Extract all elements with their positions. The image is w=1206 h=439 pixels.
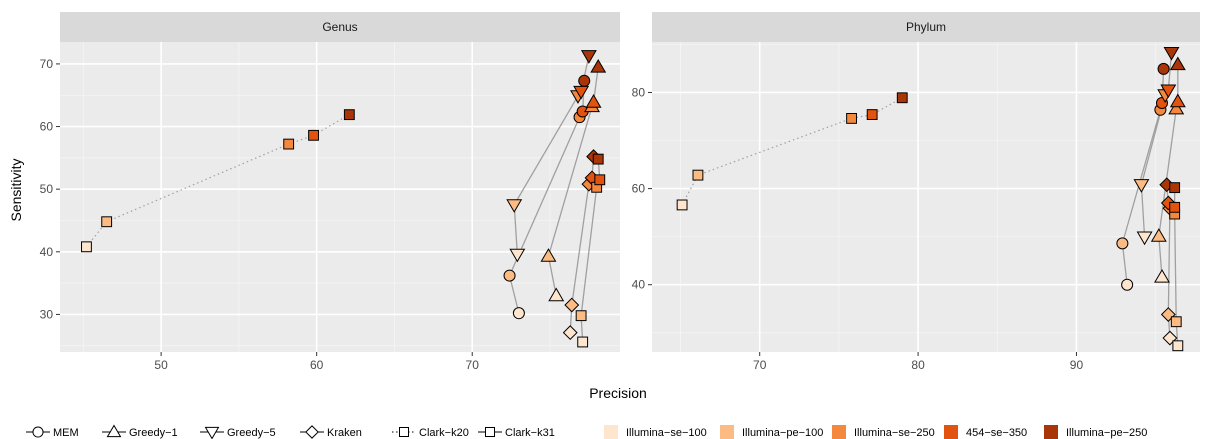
x-tick-label: 70 [466, 358, 480, 372]
data-point [1169, 93, 1186, 108]
data-point [503, 269, 516, 282]
data-point [1172, 340, 1184, 352]
panel-strip [652, 12, 1200, 42]
legend-method-label: MEM [53, 427, 79, 439]
data-point [283, 138, 295, 150]
panel-background [60, 42, 620, 352]
data-point [562, 325, 578, 341]
data-point [1170, 316, 1182, 328]
legend-method-label: Greedy−1 [129, 427, 178, 439]
data-point [896, 92, 908, 104]
data-point [1133, 179, 1150, 193]
data-point [585, 94, 602, 108]
data-point [540, 248, 557, 262]
data-point [81, 241, 92, 253]
legend-method-label: Clark−k31 [505, 427, 555, 439]
data-point [573, 85, 590, 100]
legend-dataset-label: Illumina−se−100 [626, 427, 707, 439]
legend-dataset-label: 454−se−350 [966, 427, 1027, 439]
legend-dataset-swatch [1044, 425, 1058, 439]
data-point [509, 248, 526, 263]
data-point [590, 58, 607, 73]
data-point [1168, 100, 1185, 115]
series-line-clark-k20 [681, 97, 903, 206]
panels: Genus 50 60 70 30 40 50 60 70 Phylum 70 80 90 40 60 80 [40, 12, 1200, 372]
panel-title: Genus [322, 20, 357, 34]
data-point [592, 153, 604, 165]
panel-title: Phylum [906, 20, 946, 34]
data-point [1169, 201, 1181, 213]
data-point [1160, 307, 1176, 322]
legend-method-key [204, 426, 220, 439]
data-point [1169, 182, 1181, 194]
data-point [1163, 46, 1180, 61]
y-tick-label: 50 [40, 182, 54, 196]
y-tick-label: 40 [632, 278, 646, 292]
legend-method-key [32, 426, 44, 438]
data-point [1150, 228, 1167, 242]
panel-strip [60, 12, 620, 42]
x-tick-label: 50 [154, 358, 168, 372]
data-point [308, 129, 319, 141]
data-point [594, 174, 606, 186]
data-point [1162, 330, 1178, 346]
data-point [101, 216, 113, 228]
x-tick-label: 90 [1070, 358, 1084, 372]
legend-method-key [484, 426, 496, 438]
data-point [846, 112, 857, 124]
y-tick-label: 80 [632, 85, 646, 99]
legend-method-label: Clark−k20 [419, 427, 469, 439]
y-tick-label: 60 [40, 120, 54, 134]
data-point [512, 307, 525, 320]
legend-method-key [106, 424, 122, 438]
legend-method-key [305, 425, 319, 439]
data-point [692, 169, 704, 181]
data-point [578, 74, 591, 87]
data-point [548, 287, 565, 302]
legend-method-label: Kraken [327, 427, 362, 439]
data-point [1160, 84, 1177, 99]
data-point [343, 109, 355, 121]
data-point [1157, 62, 1170, 75]
data-point [1116, 237, 1129, 250]
legend-dataset-swatch [604, 425, 618, 439]
legend-methods: MEM Greedy−1 Greedy−5 Kraken Clark−k20 Clark−… [26, 424, 555, 439]
y-tick-label: 70 [40, 57, 54, 71]
legend-method-key [398, 426, 410, 438]
panel-genus: Genus 50 60 70 30 40 50 60 70 [40, 12, 620, 372]
panel-phylum: Phylum 70 80 90 40 60 80 [632, 12, 1200, 372]
y-tick-label: 60 [632, 182, 646, 196]
legend-dataset-swatch [832, 425, 846, 439]
data-point [676, 199, 688, 211]
legend-datasets: Illumina−se−100 Illumina−pe−100 Illumina−s… [604, 425, 1147, 439]
data-point [575, 310, 587, 322]
y-tick-label: 40 [40, 245, 54, 259]
legend-dataset-swatch [720, 425, 734, 439]
data-point [1154, 268, 1170, 283]
data-point [866, 109, 878, 120]
data-point [1121, 278, 1134, 291]
legend-dataset-label: Illumina−pe−100 [742, 427, 823, 439]
x-axis-title: Precision [589, 385, 647, 401]
y-axis-title: Sensitivity [8, 158, 24, 221]
legend-dataset-label: Illumina−pe−250 [1066, 427, 1147, 439]
data-point [564, 297, 580, 313]
legend-dataset-label: Illumina−se−250 [854, 427, 935, 439]
data-point [1169, 56, 1186, 71]
x-tick-label: 60 [310, 358, 324, 372]
data-point [1136, 231, 1153, 246]
data-point [580, 50, 597, 64]
x-tick-label: 70 [753, 358, 767, 372]
legend-dataset-swatch [944, 425, 958, 439]
x-tick-label: 80 [911, 358, 925, 372]
data-point [506, 199, 523, 213]
legend-method-label: Greedy−5 [227, 427, 276, 439]
data-point [577, 336, 589, 348]
y-tick-label: 30 [40, 307, 54, 321]
panel-background [652, 42, 1200, 352]
